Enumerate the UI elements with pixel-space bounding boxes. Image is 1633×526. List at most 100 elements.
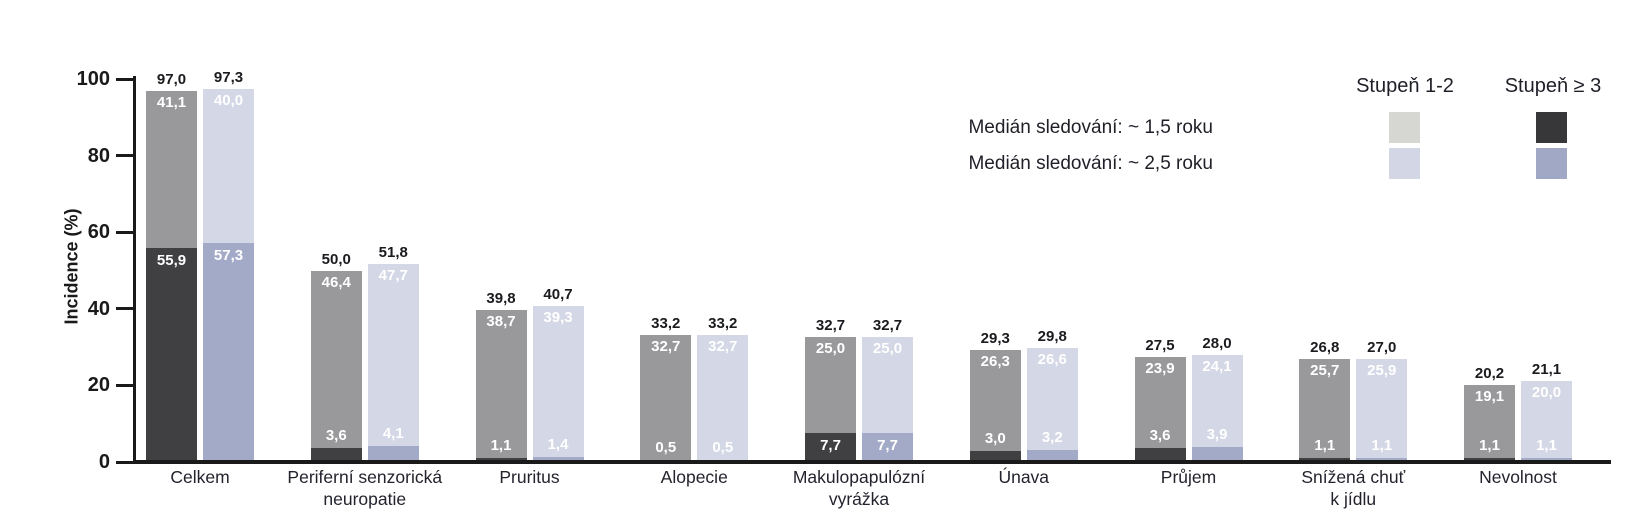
y-axis-title: Incidence (%) (61, 208, 82, 325)
bar-series2: 21,1 20,0 1,1 (1521, 361, 1572, 462)
segment-grade12 (1521, 381, 1572, 458)
grade3-value-label: 1,1 (1371, 436, 1393, 454)
legend-swatch-grade3 (1536, 112, 1567, 143)
segment-grade12 (367, 263, 419, 447)
bar-series1: 26,8 25,7 1,1 (1299, 339, 1351, 462)
bar-series1: 39,8 38,7 1,1 (475, 290, 527, 462)
grade3-value-label: 1,1 (490, 436, 512, 454)
bar-total-label: 21,1 (1531, 361, 1562, 379)
y-tick (116, 460, 134, 464)
segment-grade3 (475, 457, 527, 462)
segment-grade12 (1464, 384, 1515, 458)
category-label: Alopecie (660, 467, 728, 487)
segment-grade3 (203, 242, 254, 462)
bar-total-label: 27,5 (1145, 336, 1175, 354)
legend-swatch-grade12 (1389, 148, 1420, 179)
segment-grade12 (969, 349, 1021, 451)
bar-total-label: 40,7 (543, 286, 573, 304)
grade3-value-label: 3,6 (1149, 427, 1171, 445)
grade12-value-label: 46,4 (321, 273, 351, 291)
bar-total-label: 97,0 (156, 70, 187, 88)
segment-grade12 (1026, 347, 1078, 450)
bar-total-label: 50,0 (321, 250, 351, 268)
grade3-value-label: 7,7 (877, 436, 898, 454)
grade3-value-label: 3,0 (984, 429, 1006, 447)
bar-series2: 40,7 39,3 1,4 (532, 286, 584, 462)
segment-grade3 (1521, 457, 1572, 462)
grade12-value-label: 38,7 (486, 312, 516, 330)
grade12-value-label: 25,7 (1310, 362, 1340, 380)
grade12-value-label: 26,3 (980, 352, 1010, 370)
legend-column-header: Stupeň 1-2 (1356, 75, 1454, 97)
bar-total-label: 39,8 (486, 289, 516, 307)
segment-grade12 (310, 270, 362, 449)
grade3-value-label: 0,5 (712, 439, 734, 457)
segment-grade3 (532, 456, 584, 462)
grade12-value-label: 39,3 (543, 309, 573, 327)
grade3-value-label: 55,9 (156, 251, 187, 269)
segment-grade3 (367, 446, 419, 462)
bar-series1: 97,0 41,1 55,9 (146, 71, 197, 462)
x-axis-baseline (133, 460, 1611, 464)
bar-series1: 50,0 46,4 3,6 (310, 251, 362, 462)
bar-total-label: 29,8 (1037, 327, 1067, 345)
segment-grade12 (1356, 358, 1408, 458)
grade12-value-label: 32,7 (708, 337, 738, 355)
bar-series1: 32,7 25,0 7,7 (805, 317, 856, 462)
segment-grade12 (1191, 354, 1243, 448)
y-tick-label: 20 (87, 374, 110, 397)
grade12-value-label: 25,0 (815, 339, 846, 357)
y-tick (116, 77, 134, 81)
grade12-value-label: 40,0 (213, 92, 244, 110)
segment-grade3 (969, 450, 1021, 462)
bar-total-label: 33,2 (708, 314, 738, 332)
bar-series2: 33,2 32,7 0,5 (697, 315, 749, 462)
grade12-value-label: 41,1 (156, 93, 187, 111)
category-label: Průjem (1160, 467, 1217, 487)
segment-grade12 (475, 309, 527, 458)
y-tick (116, 154, 134, 158)
bar-total-label: 26,8 (1310, 339, 1340, 357)
y-tick-label: 80 (87, 144, 110, 167)
bar-series2: 51,8 47,7 4,1 (367, 244, 419, 462)
legend-row-label: Medián sledování: ~ 2,5 roku (968, 153, 1213, 174)
bar-series1: 29,3 26,3 3,0 (969, 330, 1021, 462)
legend-swatch-grade3 (1536, 148, 1567, 179)
bar-total-label: 20,2 (1474, 364, 1505, 382)
grade3-value-label: 3,6 (325, 427, 347, 445)
bar-series1: 20,2 19,1 1,1 (1464, 365, 1515, 462)
segment-grade3 (1356, 457, 1408, 462)
grade12-value-label: 25,9 (1367, 361, 1397, 379)
segment-grade12 (1299, 359, 1351, 458)
segment-grade3 (1299, 457, 1351, 462)
y-tick-label: 40 (87, 297, 110, 320)
segment-grade3 (1026, 449, 1078, 462)
y-tick-label: 0 (98, 451, 110, 473)
bar-total-label: 97,3 (213, 69, 244, 87)
segment-grade12 (1134, 356, 1186, 449)
grade3-value-label: 1,1 (1479, 436, 1500, 454)
bar-series2: 32,7 25,0 7,7 (862, 317, 913, 462)
grade12-value-label: 47,7 (378, 266, 408, 284)
grade3-value-label: 57,3 (213, 246, 244, 264)
grade3-value-label: 3,2 (1041, 428, 1063, 446)
bar-total-label: 32,7 (872, 316, 903, 334)
bar-series1: 27,5 23,9 3,6 (1134, 337, 1186, 462)
y-tick-label: 60 (87, 221, 110, 244)
grade12-value-label: 25,0 (872, 339, 903, 357)
category-label: Celkem (170, 467, 230, 487)
category-label: Únava (998, 467, 1050, 487)
segment-grade3 (310, 448, 362, 462)
grade3-value-label: 4,1 (382, 425, 404, 443)
segment-grade12 (203, 89, 254, 243)
bar-series2: 28,0 24,1 3,9 (1191, 335, 1243, 462)
legend-column-header: Stupeň ≥ 3 (1504, 75, 1602, 97)
grade3-value-label: 1,1 (1314, 436, 1336, 454)
segment-grade3 (862, 432, 913, 462)
segment-grade12 (697, 334, 749, 461)
grade12-value-label: 20,0 (1531, 384, 1562, 402)
y-tick-label: 100 (76, 68, 110, 90)
bar-series1: 33,2 32,7 0,5 (640, 315, 692, 462)
grade3-value-label: 3,9 (1206, 426, 1228, 444)
